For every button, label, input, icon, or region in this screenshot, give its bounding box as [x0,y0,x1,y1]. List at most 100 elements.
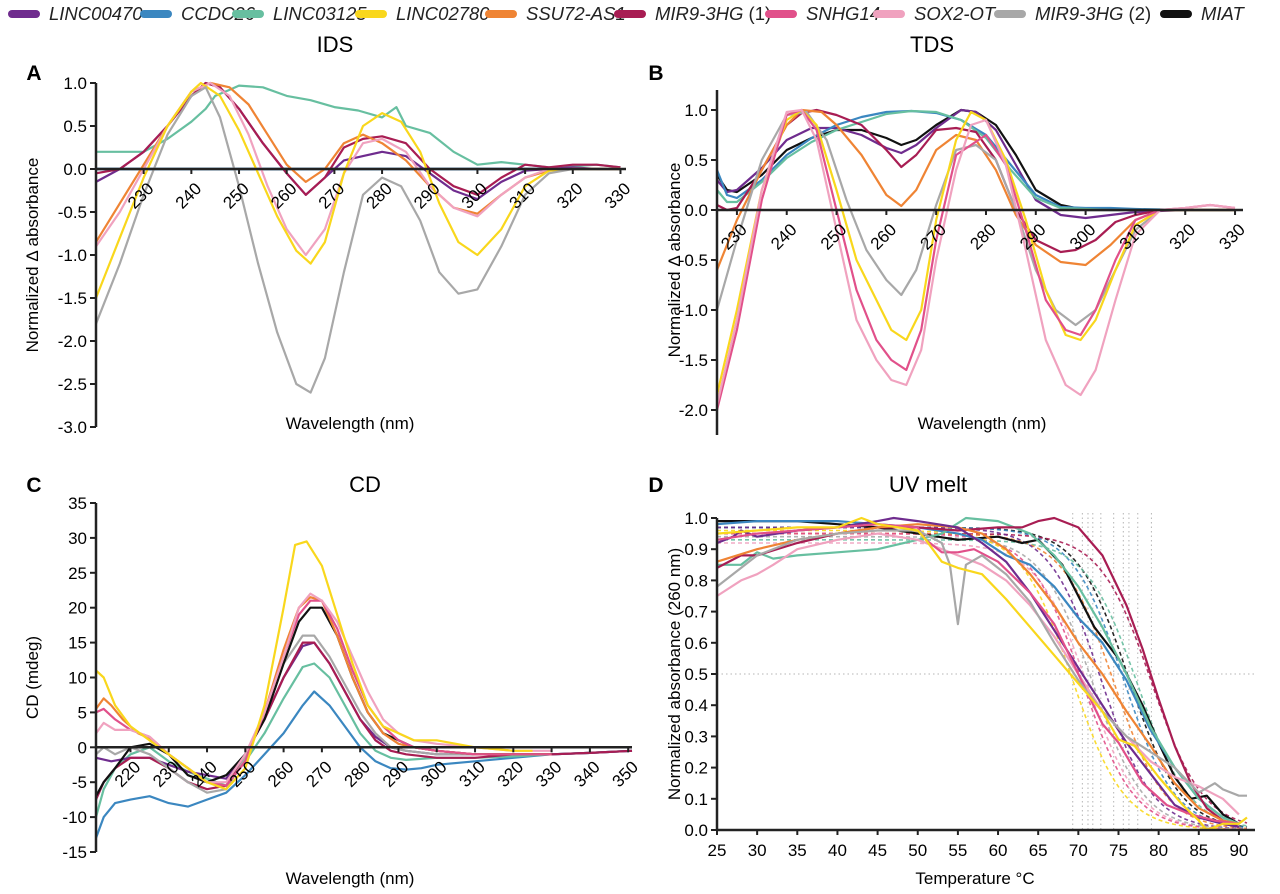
legend-swatch [355,10,387,18]
y-tick-label: -1.0 [679,301,708,320]
series-line [716,516,1240,828]
y-tick-label: 0.0 [684,821,708,840]
y-tick-label: 1.0 [63,74,87,93]
y-tick-label: -0.5 [58,203,87,222]
x-tick-label: 320 [553,179,586,212]
series-line [716,529,1247,797]
legend-label: SNHG14 [806,3,881,24]
y-tick-label: -10 [62,808,87,827]
legend-swatch [994,10,1026,18]
y-tick-label: 20 [68,599,87,618]
y-tick-label: 0.6 [684,634,708,653]
y-axis-title: Normalized Δ absorbance [665,163,684,358]
legend-item: LINC02780 [355,3,490,25]
x-tick-label: 240 [172,179,205,212]
legend-label: LINC00470 [49,3,143,24]
series-line [96,84,621,169]
y-tick-label: 5 [78,703,87,722]
legend-swatch [614,10,646,18]
y-axis-title: Normalized Δ absorbance [23,158,42,353]
fit-curve [717,526,1248,830]
x-tick-label: 85 [1189,841,1208,860]
x-tick-label: 250 [226,757,259,790]
panel-letter: A [26,62,41,85]
series-line [715,110,1235,327]
x-tick-label: 50 [908,841,927,860]
y-tick-label: 0.2 [684,759,708,778]
x-tick-label: 280 [966,220,999,253]
x-tick-label: 290 [410,179,443,212]
x-axis-title: Wavelength (nm) [286,869,415,888]
x-tick-label: 260 [264,757,297,790]
series-line [95,540,533,791]
chart-panel-d: D UV melt 1.0 0.9 0.8 0.7 0.6 0.5 0.4 0.3 0.2 0.1 0.… [648,472,1255,888]
x-tick-label: 280 [362,179,395,212]
legend-label: LINC03125 [273,3,367,24]
y-tick-label: 0 [78,738,87,757]
legend-swatch [485,10,517,18]
series-line [94,641,633,801]
y-tick-label: 0.9 [684,540,708,559]
x-tick-label: 220 [111,757,144,790]
series-line [716,109,1235,212]
legend-swatch [140,10,172,18]
y-tick-label: 0.0 [684,201,708,220]
y-tick-label: 15 [68,634,87,653]
y-axis-title: Normalized absorbance (260 nm) [665,548,684,800]
y-tick-label: 0.5 [684,151,708,170]
y-tick-label: 0.1 [684,790,708,809]
y-tick-label: 0.8 [684,571,708,590]
series-line [94,662,633,818]
legend-item: CCDC26 [140,3,255,25]
y-tick-label: -5 [72,773,87,792]
x-tick-label: 240 [767,220,800,253]
series-line [94,81,621,299]
legend-item: SNHG14 [765,3,880,25]
y-tick-label: 0.4 [684,696,708,715]
y-tick-label: 25 [68,564,87,583]
fit-curve [717,532,1248,831]
y-tick-label: 0.5 [684,665,708,684]
x-tick-label: 350 [609,757,642,790]
chart-title: IDS [317,32,354,57]
y-tick-label: 0.0 [63,160,87,179]
legend-label: MIAT [1201,3,1244,24]
x-axis-title: Wavelength (nm) [286,414,415,433]
x-tick-label: 320 [1166,220,1199,253]
series-line [716,108,1235,212]
y-tick-label: -1.5 [58,289,87,308]
legend-label: MIR9-3HG (1) [655,3,772,24]
y-axis-title: CD (mdeg) [23,636,42,719]
y-tick-label: -1.5 [679,351,708,370]
fit-curve [717,532,1248,824]
y-tick-label: -2.0 [679,401,708,420]
legend-label: CCDC26 [181,3,256,24]
legend-item: SOX2-OT [873,3,995,25]
x-axis-title: Wavelength (nm) [918,414,1047,433]
x-tick-label: 90 [1229,841,1248,860]
legend-swatch [873,10,905,18]
series-line [716,516,1248,832]
legend-item: SSU72-AS1 [485,3,626,25]
fit-curve [717,535,1248,831]
fit-curve [717,526,1248,829]
y-tick-label: -2.0 [58,332,87,351]
x-tick-label: 330 [1215,220,1248,253]
x-tick-label: 230 [124,179,157,212]
legend-item: LINC03125 [232,3,367,25]
x-tick-label: 270 [302,757,335,790]
x-tick-label: 55 [948,841,967,860]
legend-label: MIR9-3HG (2) [1035,3,1152,24]
y-tick-label: -1.0 [58,246,87,265]
series-line [716,523,1240,825]
y-tick-label: -15 [62,843,87,862]
x-tick-label: 320 [494,757,527,790]
chart-panel-a: A IDS 1.0 0.5 0.0 -0.5 -1.0 -1.5 -2.0 -2.5 -3.0 230… [23,32,634,437]
fit-curve [717,526,1248,828]
y-tick-label: 10 [68,669,87,688]
x-tick-label: 300 [1066,220,1099,253]
y-tick-label: 0.5 [63,117,87,136]
x-tick-label: 40 [828,841,847,860]
